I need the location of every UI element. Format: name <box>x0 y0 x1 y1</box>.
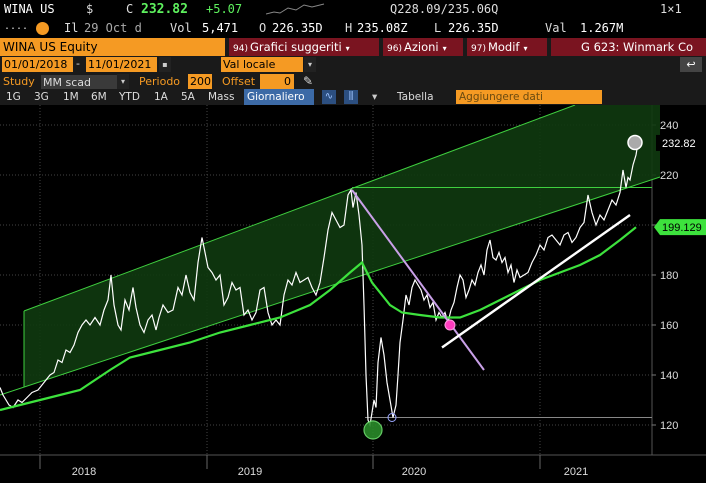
trade-date: 29 Oct d <box>84 21 142 35</box>
table-button[interactable]: Tabella <box>397 91 434 103</box>
candlestick-icon[interactable]: ⫼ <box>344 90 358 104</box>
open-label: O <box>259 21 267 35</box>
line-chart-icon[interactable]: ∿ <box>322 90 336 104</box>
menu-bar: WINA US Equity 94) Grafici suggeriti ▾ 96)… <box>0 38 706 56</box>
period-ytd[interactable]: YTD <box>119 91 140 103</box>
edit-button[interactable]: 97) Modif ▾ <box>467 38 547 56</box>
security-field[interactable]: WINA US Equity <box>0 38 225 56</box>
period-max[interactable]: Mass <box>208 91 235 103</box>
study-select[interactable]: MM scad <box>41 75 117 90</box>
y-tick-label: 220 <box>660 170 678 182</box>
period-1g[interactable]: 1G <box>6 91 21 103</box>
y-tick-label: 180 <box>660 270 678 282</box>
time-label: Il <box>64 21 79 35</box>
actions-number: 96) <box>387 44 402 54</box>
edit-label: Modif <box>487 40 520 54</box>
suggested-charts-number: 94) <box>233 44 248 54</box>
channel-upper-line <box>23 105 576 312</box>
channel-lower-line <box>0 176 661 396</box>
y-tick-label: 160 <box>660 320 678 332</box>
period-bar: 1G 3G 1M 6M YTD 1A 5A Mass Giornaliero ∿… <box>0 89 706 105</box>
range-separator: - <box>76 57 80 70</box>
actions-button[interactable]: 96) Azioni ▾ <box>383 38 463 56</box>
y-tick-label: 120 <box>660 420 678 432</box>
last-price-marker <box>627 134 643 151</box>
period-3g[interactable]: 3G <box>34 91 49 103</box>
last-price-tag-bg <box>656 134 706 151</box>
close-label: C <box>126 2 134 16</box>
downtrend-line <box>351 189 485 371</box>
study-label: Study <box>3 75 35 88</box>
chevron-down-icon[interactable]: ▾ <box>117 74 129 89</box>
sparkline-icon <box>265 2 326 19</box>
price-change: +5.07 <box>206 2 243 16</box>
quote-bar: WINA US $ C 232.82 +5.07 Q228.09/235.06Q… <box>0 0 706 20</box>
currency-symbol: $ <box>86 2 94 16</box>
value-label: Val <box>545 21 567 35</box>
high-value: 235.08Z <box>357 21 408 35</box>
stats-bar: .... Il 29 Oct d Vol 5,471 O 226.35D H 2… <box>0 20 706 38</box>
edit-number: 97) <box>471 44 486 54</box>
bid-ask: Q228.09/235.06Q <box>390 2 499 16</box>
high-label: H <box>345 21 353 35</box>
period-5a[interactable]: 5A <box>181 91 195 103</box>
end-date-field[interactable]: 11/01/2021 <box>86 57 157 72</box>
y-tick-label: 140 <box>660 370 678 382</box>
suggested-charts-label: Grafici suggeriti <box>249 40 342 54</box>
x-tick-label: 2020 <box>402 466 426 478</box>
period-label: Periodo <box>139 75 181 88</box>
close-price: 232.82 <box>141 2 188 17</box>
suggested-charts-button[interactable]: 94) Grafici suggeriti ▾ <box>229 38 379 56</box>
trend-channel-fill <box>24 105 660 388</box>
study-bar: Study MM scad ▾ Periodo 200 Offset 0 ✎ <box>0 74 706 90</box>
offset-label: Offset <box>222 75 256 88</box>
period-6m[interactable]: 6M <box>91 91 107 103</box>
undo-icon[interactable]: ↩ <box>680 57 702 72</box>
pencil-icon[interactable]: ✎ <box>303 74 314 88</box>
frequency-select[interactable]: Giornaliero <box>244 89 314 105</box>
start-date-field[interactable]: 01/01/2018 <box>2 57 73 72</box>
low-marker <box>363 420 383 440</box>
currency-select[interactable]: Val locale <box>221 57 303 72</box>
ellipsis-icon: .... <box>4 21 29 32</box>
date-range-bar: 01/01/2018 - 11/01/2021 ▪ Val locale ▾ ↩ <box>0 56 706 74</box>
offset-input[interactable]: 0 <box>260 74 294 89</box>
chevron-down-icon: ▾ <box>442 44 447 53</box>
price-series-line <box>0 142 639 428</box>
add-data-input[interactable]: Aggiungere dati <box>456 90 602 104</box>
ma-tag: 199.129 <box>662 222 702 234</box>
period-input[interactable]: 200 <box>188 74 212 89</box>
ticker: WINA US <box>4 2 55 16</box>
volume-value: 5,471 <box>202 21 239 35</box>
uptrend-line <box>441 214 631 349</box>
retest-marker <box>387 413 397 422</box>
x-tick-label: 2021 <box>564 466 588 478</box>
chevron-down-icon[interactable]: ▾ <box>304 57 316 72</box>
ma-tag-bg <box>654 219 706 236</box>
calendar-icon[interactable]: ▪ <box>159 57 171 72</box>
last-price-tag: 232.82 <box>662 138 696 150</box>
price-chart[interactable]: 1201401601802002202402018201920202021232… <box>0 105 706 483</box>
chevron-down-icon[interactable]: ▾ <box>372 91 378 103</box>
chart-canvas[interactable]: 1201401601802002202402018201920202021232… <box>0 105 706 483</box>
y-axis-background <box>652 105 706 483</box>
chevron-down-icon: ▾ <box>523 44 528 53</box>
y-tick-label: 240 <box>660 120 678 132</box>
chart-name[interactable]: G 623: Winmark Co <box>551 38 706 56</box>
chevron-down-icon: ▾ <box>345 44 350 53</box>
moving-average-line <box>0 226 637 412</box>
traded-value: 1.267M <box>580 21 624 35</box>
open-value: 226.35D <box>272 21 323 35</box>
period-1a[interactable]: 1A <box>154 91 168 103</box>
crossover-marker <box>444 319 456 331</box>
low-value: 226.35D <box>448 21 499 35</box>
actions-label: Azioni <box>403 40 439 54</box>
period-1m[interactable]: 1M <box>63 91 79 103</box>
low-label: L <box>434 21 442 35</box>
clock-icon <box>36 22 49 35</box>
volume-label: Vol <box>170 21 192 35</box>
x-tick-label: 2019 <box>238 466 262 478</box>
lot-size: 1×1 <box>660 2 682 16</box>
x-tick-label: 2018 <box>72 466 96 478</box>
